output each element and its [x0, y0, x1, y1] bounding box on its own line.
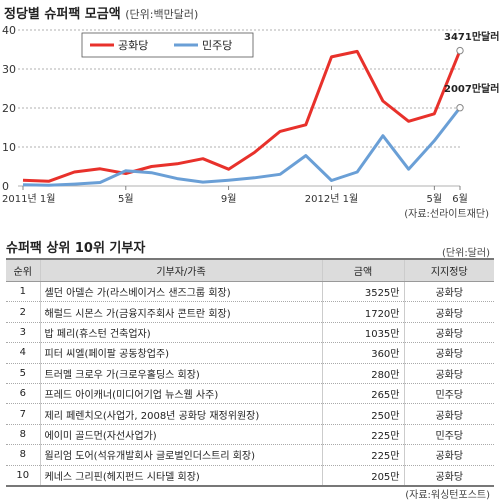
series-line-2 — [22, 106, 462, 187]
rank-cell: 4 — [6, 342, 40, 364]
chart-title-text: 정당별 슈퍼팩 모금액 — [4, 7, 121, 22]
chart-title: 정당별 슈퍼팩 모금액 (단위:백만달러) — [4, 3, 198, 22]
annotation-label: 2007만달러 — [444, 82, 499, 95]
column-header-amount: 금액 — [321, 258, 404, 282]
table-row: 7 제리 페렌치오(사업가, 2008년 공화당 재정위원장) 250만 공화당 — [6, 403, 494, 425]
table-row: 6 프레드 아이캐너(미디어기업 뉴스웹 사주) 265만 민주당 — [6, 383, 494, 405]
column-header-rank: 순위 — [6, 258, 40, 282]
legend-label: 공화당 — [118, 39, 148, 52]
amount-cell: 225만 — [321, 444, 404, 466]
amount-cell: 205만 — [321, 465, 404, 487]
donor-cell: 제리 페렌치오(사업가, 2008년 공화당 재정위원장) — [39, 403, 322, 425]
rank-cell: 10 — [6, 465, 40, 487]
rank-cell: 7 — [6, 403, 40, 425]
rank-cell: 6 — [6, 383, 40, 405]
chart-source: (자료:선라이트재단) — [404, 208, 489, 220]
x-tick-label: 5월 — [427, 193, 443, 205]
column-header-party: 지지정당 — [403, 258, 494, 282]
rank-cell: 8 — [6, 424, 40, 446]
table-row: 2 해럴드 시몬스 가(금융지주회사 콘트란 회장) 1720만 공화당 — [6, 301, 494, 323]
donor-cell: 트러멜 크로우 가(크로우홀딩스 회장) — [39, 363, 322, 384]
table-body: 1 셸던 아델슨 가(라스베이거스 샌즈그룹 회장) 3525만 공화당 2 해럴드 시몬… — [6, 281, 494, 487]
x-tick-label: 2012년 1월 — [305, 193, 358, 205]
donor-cell: 피터 씨엘(페이팔 공동창업주) — [39, 342, 322, 364]
x-tick-label: 6월 — [452, 193, 468, 205]
series-line-1 — [22, 49, 462, 183]
amount-cell: 250만 — [321, 403, 404, 425]
party-cell: 공화당 — [403, 281, 494, 303]
party-cell: 공화당 — [403, 322, 494, 344]
donor-cell: 셸던 아델슨 가(라스베이거스 샌즈그룹 회장) — [39, 281, 322, 303]
donor-cell: 밥 페리(휴스턴 건축업자) — [39, 322, 322, 344]
rank-cell: 5 — [6, 363, 40, 384]
party-cell: 공화당 — [403, 342, 494, 364]
x-tick-label: 2011년 1월 — [2, 193, 55, 205]
donor-cell: 에이미 골드먼(자선사업가) — [39, 424, 322, 446]
y-tick-label: 20 — [2, 102, 16, 115]
donors-table: 순위 기부자/가족 금액 지지정당 1 셸던 아델슨 가(라스베이거스 샌즈그룹 … — [6, 258, 494, 487]
party-cell: 민주당 — [403, 424, 494, 446]
table-row: 4 피터 씨엘(페이팔 공동창업주) 360만 공화당 — [6, 342, 494, 364]
amount-cell: 360만 — [321, 342, 404, 364]
series-end-point — [456, 104, 464, 112]
party-cell: 공화당 — [403, 465, 494, 487]
annotation-label: 3471만달러 — [444, 30, 499, 43]
amount-cell: 225만 — [321, 424, 404, 446]
table-row: 8 윌리엄 도어(석유개발회사 글로벌인더스트리 회장) 225만 공화당 — [6, 444, 494, 466]
donor-cell: 케네스 그리핀(헤지펀드 시타델 회장) — [39, 465, 322, 487]
x-tick-label: 9월 — [221, 193, 237, 205]
rank-cell: 1 — [6, 281, 40, 303]
column-header-donor: 기부자/가족 — [39, 258, 322, 282]
y-tick-label: 0 — [2, 180, 9, 193]
table-unit: (단위:달러) — [442, 248, 490, 259]
legend-label: 민주당 — [202, 39, 232, 52]
table-row: 5 트러멜 크로우 가(크로우홀딩스 회장) 280만 공화당 — [6, 363, 494, 384]
party-cell: 민주당 — [403, 383, 494, 405]
table-row: 8 에이미 골드먼(자선사업가) 225만 민주당 — [6, 424, 494, 446]
donor-cell: 윌리엄 도어(석유개발회사 글로벌인더스트리 회장) — [39, 444, 322, 466]
series-end-point — [456, 46, 464, 55]
line-chart: 0 10 20 30 40 2011년 1월 5월 9월 2012년 1월 5월 6월 3471만달러… — [2, 24, 499, 220]
rank-cell: 3 — [6, 322, 40, 344]
chart-unit: (단위:백만달러) — [125, 8, 199, 21]
y-tick-label: 30 — [2, 63, 16, 76]
x-tick-label: 5월 — [118, 193, 134, 205]
donor-cell: 프레드 아이캐너(미디어기업 뉴스웹 사주) — [39, 383, 322, 405]
amount-cell: 280만 — [321, 363, 404, 384]
table-title: 슈퍼팩 상위 10위 기부자 — [6, 241, 146, 256]
party-cell: 공화당 — [403, 301, 494, 323]
y-tick-label: 10 — [2, 141, 16, 154]
amount-cell: 1035만 — [321, 322, 404, 344]
amount-cell: 1720만 — [321, 301, 404, 323]
party-cell: 공화당 — [403, 363, 494, 384]
party-cell: 공화당 — [403, 403, 494, 425]
table-row: 10 케네스 그리핀(헤지펀드 시타델 회장) 205만 공화당 — [6, 465, 494, 487]
table-source: (자료:워싱턴포스트) — [405, 490, 490, 501]
rank-cell: 2 — [6, 301, 40, 323]
amount-cell: 3525만 — [321, 281, 404, 303]
rank-cell: 8 — [6, 444, 40, 466]
amount-cell: 265만 — [321, 383, 404, 405]
table-header-row: 순위 기부자/가족 금액 지지정당 — [6, 258, 494, 282]
table-row: 1 셸던 아델슨 가(라스베이거스 샌즈그룹 회장) 3525만 공화당 — [6, 281, 494, 303]
y-tick-label: 40 — [2, 24, 16, 37]
party-cell: 공화당 — [403, 444, 494, 466]
donor-cell: 해럴드 시몬스 가(금융지주회사 콘트란 회장) — [39, 301, 322, 323]
